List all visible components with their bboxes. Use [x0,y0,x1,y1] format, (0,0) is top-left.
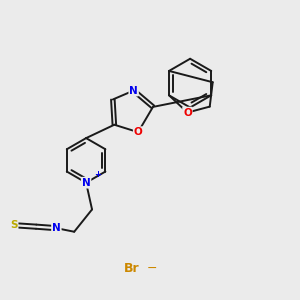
Text: N: N [129,85,138,96]
Text: +: + [94,170,101,179]
Text: N: N [82,178,91,188]
Text: S: S [10,220,18,230]
Text: N: N [52,223,61,233]
Text: O: O [183,108,192,118]
Text: −: − [147,262,158,275]
Text: Br: Br [124,262,140,275]
Text: O: O [134,127,142,137]
